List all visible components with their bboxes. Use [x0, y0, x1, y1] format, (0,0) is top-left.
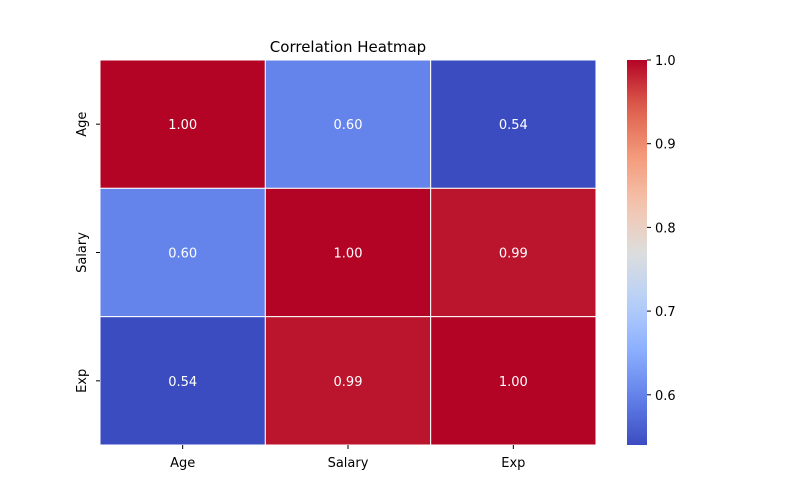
cell-value-label: 0.99 — [334, 375, 363, 390]
x-tick-label: Age — [170, 456, 195, 471]
heatmap-cell — [99, 187, 266, 318]
heatmap-cell — [430, 59, 597, 189]
cell-value-label: 0.99 — [499, 247, 528, 262]
cell-value-label: 0.54 — [168, 375, 197, 390]
cell-value-label: 0.54 — [499, 118, 528, 133]
heatmap-cell — [99, 316, 266, 446]
cell-value-label: 0.60 — [168, 247, 197, 262]
x-axis: Age Salary Exp — [170, 445, 525, 471]
colorbar-tick-label: 0.9 — [655, 138, 676, 153]
colorbar: 0.6 0.7 0.8 0.9 1.0 — [627, 54, 676, 445]
x-tick-label: Salary — [328, 456, 369, 471]
heatmap-cell — [264, 187, 432, 318]
heatmap-cell — [99, 59, 266, 189]
heatmap-cell — [264, 316, 432, 446]
heatmap-cell — [264, 59, 432, 189]
colorbar-tick-label: 0.8 — [655, 221, 676, 236]
chart-title: Correlation Heatmap — [270, 38, 426, 56]
x-tick-label: Exp — [501, 456, 525, 471]
colorbar-tick-label: 0.7 — [655, 305, 676, 320]
colorbar-gradient — [627, 60, 647, 445]
colorbar-tick-label: 0.6 — [655, 389, 676, 404]
y-tick-label: Age — [75, 112, 90, 137]
colorbar-tick-label: 1.0 — [655, 54, 676, 69]
cell-value-label: 0.60 — [334, 118, 363, 133]
heatmap-cell — [430, 187, 597, 318]
cell-value-label: 1.00 — [168, 118, 197, 133]
cell-value-label: 1.00 — [334, 247, 363, 262]
y-tick-label: Exp — [75, 369, 90, 393]
y-tick-label: Salary — [75, 232, 90, 273]
heatmap-cells — [99, 59, 597, 446]
cell-value-label: 1.00 — [499, 375, 528, 390]
cell-annotations: 1.00 0.60 0.54 0.60 1.00 0.99 0.54 0.99 1.00 — [168, 118, 528, 390]
y-axis: Age Salary Exp — [75, 112, 100, 393]
